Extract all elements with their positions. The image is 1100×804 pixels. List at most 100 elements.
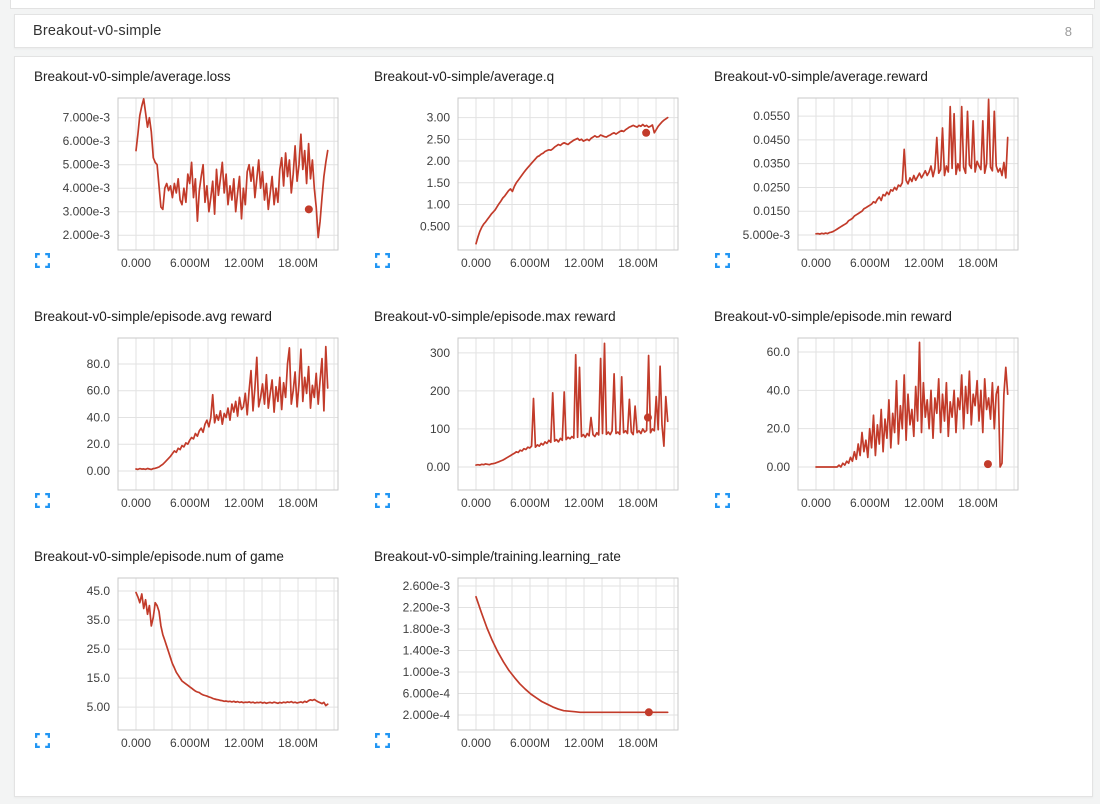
expand-chart-button[interactable]	[714, 252, 731, 269]
x-axis-tick-label: 18.00M	[278, 496, 318, 510]
expand-chart-button[interactable]	[374, 732, 391, 749]
y-axis-tick-label: 100	[430, 422, 450, 436]
chart-cell: Breakout-v0-simple/average.reward 5.000e…	[714, 65, 1054, 305]
plot-border	[457, 97, 679, 251]
chart-plot-area: 5.000e-3 0.0150 0.0250 0.0350 0.0450 0.0550 0.…	[714, 93, 1054, 275]
plot-border	[117, 97, 339, 251]
x-axis-tick-label: 0.000	[121, 496, 151, 510]
series-line	[815, 98, 1009, 235]
chart-plot-area: 0.00 20.0 40.0 60.0 80.0 0.000 6.000M 12.00M 18.…	[34, 333, 374, 515]
x-axis-tick-label: 0.000	[121, 736, 151, 750]
x-axis-tick-label: 18.00M	[618, 256, 658, 270]
y-axis-tick-label: 60.0	[87, 384, 111, 398]
y-axis-tick-label: 15.0	[87, 671, 111, 685]
x-axis-tick-label: 0.000	[801, 496, 831, 510]
x-axis-tick-label: 12.00M	[564, 736, 604, 750]
x-axis-tick-label: 6.000M	[850, 496, 890, 510]
chart-plot-area: 0.00 20.0 40.0 60.0 0.000 6.000M 12.00M 18.00M	[714, 333, 1054, 515]
series-line	[475, 595, 669, 714]
x-axis-tick-label: 6.000M	[850, 256, 890, 270]
y-axis-tick-label: 1.400e-3	[403, 644, 451, 658]
y-axis-tick-label: 0.00	[767, 460, 791, 474]
chart-svg[interactable]: 0.00 20.0 40.0 60.0 80.0 0.000 6.000M 12.00M 18.…	[34, 333, 346, 515]
y-axis-tick-label: 6.000e-4	[403, 686, 451, 700]
chart-cell: Breakout-v0-simple/episode.min reward 0.…	[714, 305, 1054, 545]
charts-grid: Breakout-v0-simple/average.loss 2.000e-3…	[34, 65, 1092, 785]
y-axis-tick-label: 2.000e-4	[403, 708, 451, 722]
x-axis-tick-label: 18.00M	[958, 256, 998, 270]
series-line	[135, 591, 329, 707]
x-axis-tick-label: 0.000	[461, 256, 491, 270]
x-axis-tick-label: 18.00M	[618, 496, 658, 510]
expand-chart-button[interactable]	[34, 732, 51, 749]
y-axis-tick-label: 0.0350	[753, 157, 790, 171]
x-axis-tick-label: 0.000	[461, 736, 491, 750]
chart-svg[interactable]: 0.500 1.00 1.50 2.00 2.50 3.00 0.000 6.000M 12.0…	[374, 93, 686, 275]
chart-plot-area: 2.000e-4 6.000e-4 1.000e-3 1.400e-3 1.800e-3…	[374, 573, 714, 755]
y-axis-tick-label: 45.0	[87, 584, 111, 598]
y-axis-tick-label: 80.0	[87, 357, 111, 371]
plot-border	[117, 577, 339, 731]
chart-svg[interactable]: 5.00 15.0 25.0 35.0 45.0 0.000 6.000M 12.00M 18.…	[34, 573, 346, 755]
fullscreen-expand-icon	[374, 732, 391, 749]
y-axis-tick-label: 1.00	[427, 198, 451, 212]
x-axis-tick-label: 12.00M	[224, 496, 264, 510]
expand-chart-button[interactable]	[34, 252, 51, 269]
series-line	[135, 98, 329, 239]
chart-plot-area: 0.00 100 200 300 0.000 6.000M 12.00M 18.00M	[374, 333, 714, 515]
y-axis-tick-label: 5.000e-3	[63, 158, 111, 172]
last-point-marker	[643, 413, 652, 422]
y-axis-tick-label: 20.0	[87, 437, 111, 451]
fullscreen-expand-icon	[34, 492, 51, 509]
section-title: Breakout-v0-simple	[33, 23, 162, 39]
y-axis-tick-label: 1.800e-3	[403, 622, 451, 636]
y-axis-tick-label: 0.500	[420, 219, 450, 233]
chart-svg[interactable]: 0.00 20.0 40.0 60.0 0.000 6.000M 12.00M 18.00M	[714, 333, 1026, 515]
y-axis-tick-label: 5.00	[87, 700, 111, 714]
fullscreen-expand-icon	[714, 492, 731, 509]
chart-plot-area: 0.500 1.00 1.50 2.00 2.50 3.00 0.000 6.000M 12.0…	[374, 93, 714, 275]
y-axis-tick-label: 2.200e-3	[403, 601, 451, 615]
y-axis-tick-label: 3.000e-3	[63, 205, 111, 219]
y-axis-tick-label: 2.600e-3	[403, 579, 451, 593]
y-axis-tick-label: 2.00	[427, 154, 451, 168]
chart-cell: Breakout-v0-simple/average.q 0.500 1.00 1.…	[374, 65, 714, 305]
chart-title: Breakout-v0-simple/average.q	[374, 69, 555, 84]
charts-card: Breakout-v0-simple/average.loss 2.000e-3…	[14, 56, 1093, 797]
expand-chart-button[interactable]	[34, 492, 51, 509]
series-line	[815, 341, 1009, 468]
x-axis-tick-label: 0.000	[461, 496, 491, 510]
last-point-marker	[642, 128, 651, 137]
chart-svg[interactable]: 5.000e-3 0.0150 0.0250 0.0350 0.0450 0.0550 0.…	[714, 93, 1026, 275]
expand-chart-button[interactable]	[714, 492, 731, 509]
x-axis-tick-label: 12.00M	[564, 496, 604, 510]
section-header[interactable]: Breakout-v0-simple 8	[14, 14, 1093, 48]
y-axis-tick-label: 40.0	[87, 410, 111, 424]
expand-chart-button[interactable]	[374, 252, 391, 269]
chart-svg[interactable]: 0.00 100 200 300 0.000 6.000M 12.00M 18.00M	[374, 333, 686, 515]
chart-plot-area: 2.000e-3 3.000e-3 4.000e-3 5.000e-3 6.000e-3…	[34, 93, 374, 275]
chart-svg[interactable]: 2.000e-3 3.000e-3 4.000e-3 5.000e-3 6.000e-3…	[34, 93, 346, 275]
series-line	[475, 342, 669, 466]
fullscreen-expand-icon	[374, 492, 391, 509]
last-point-marker	[304, 205, 313, 214]
y-axis-tick-label: 60.0	[767, 345, 791, 359]
y-axis-tick-label: 6.000e-3	[63, 134, 111, 148]
y-axis-tick-label: 5.000e-3	[743, 228, 791, 242]
x-axis-tick-label: 12.00M	[564, 256, 604, 270]
y-axis-tick-label: 4.000e-3	[63, 181, 111, 195]
chart-title: Breakout-v0-simple/episode.num of game	[34, 549, 284, 564]
y-axis-tick-label: 0.00	[427, 460, 451, 474]
previous-section-edge	[10, 0, 1095, 9]
chart-title: Breakout-v0-simple/training.learning_rat…	[374, 549, 621, 564]
y-axis-tick-label: 7.000e-3	[63, 111, 111, 125]
chart-svg[interactable]: 2.000e-4 6.000e-4 1.000e-3 1.400e-3 1.800e-3…	[374, 573, 686, 755]
fullscreen-expand-icon	[714, 252, 731, 269]
last-point-marker	[983, 460, 992, 469]
plot-border	[797, 97, 1019, 251]
fullscreen-expand-icon	[374, 252, 391, 269]
y-axis-tick-label: 0.0450	[753, 133, 790, 147]
expand-chart-button[interactable]	[374, 492, 391, 509]
chart-title: Breakout-v0-simple/episode.min reward	[714, 309, 952, 324]
y-axis-tick-label: 20.0	[767, 422, 791, 436]
